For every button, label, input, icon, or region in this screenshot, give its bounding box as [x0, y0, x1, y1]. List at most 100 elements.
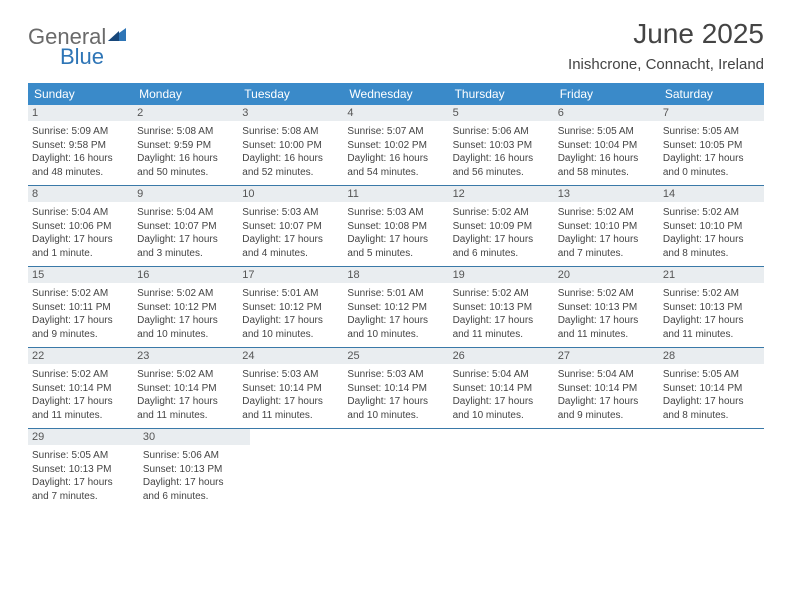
sunrise-text: Sunrise: 5:02 AM — [558, 206, 655, 220]
sunset-text: Sunset: 10:06 PM — [32, 220, 129, 234]
day-number: 21 — [659, 267, 764, 283]
day-cell: 5Sunrise: 5:06 AMSunset: 10:03 PMDayligh… — [449, 105, 554, 185]
sunset-text: Sunset: 10:04 PM — [558, 139, 655, 153]
sunset-text: Sunset: 10:13 PM — [453, 301, 550, 315]
daylight-text: and 10 minutes. — [453, 409, 550, 423]
day-number: 2 — [133, 105, 238, 121]
daylight-text: and 11 minutes. — [558, 328, 655, 342]
daylight-text: and 10 minutes. — [347, 409, 444, 423]
sunrise-text: Sunrise: 5:05 AM — [558, 125, 655, 139]
weekday-header-cell: Sunday — [28, 83, 133, 105]
day-number: 8 — [28, 186, 133, 202]
sunset-text: Sunset: 10:08 PM — [347, 220, 444, 234]
sunrise-text: Sunrise: 5:02 AM — [137, 287, 234, 301]
day-cell: 29Sunrise: 5:05 AMSunset: 10:13 PMDaylig… — [28, 429, 139, 509]
daylight-text: Daylight: 16 hours — [558, 152, 655, 166]
day-cell: 3Sunrise: 5:08 AMSunset: 10:00 PMDayligh… — [238, 105, 343, 185]
day-cell: 9Sunrise: 5:04 AMSunset: 10:07 PMDayligh… — [133, 186, 238, 266]
day-cell: 26Sunrise: 5:04 AMSunset: 10:14 PMDaylig… — [449, 348, 554, 428]
daylight-text: Daylight: 17 hours — [137, 395, 234, 409]
week-row: 22Sunrise: 5:02 AMSunset: 10:14 PMDaylig… — [28, 348, 764, 429]
day-number: 29 — [28, 429, 139, 445]
day-number: 4 — [343, 105, 448, 121]
day-cell: 16Sunrise: 5:02 AMSunset: 10:12 PMDaylig… — [133, 267, 238, 347]
day-number: 1 — [28, 105, 133, 121]
day-number: 13 — [554, 186, 659, 202]
empty-day-cell — [661, 429, 764, 509]
sunset-text: Sunset: 10:13 PM — [558, 301, 655, 315]
day-number: 10 — [238, 186, 343, 202]
daylight-text: and 1 minute. — [32, 247, 129, 261]
daylight-text: and 10 minutes. — [347, 328, 444, 342]
day-cell: 13Sunrise: 5:02 AMSunset: 10:10 PMDaylig… — [554, 186, 659, 266]
weekday-header-cell: Thursday — [449, 83, 554, 105]
day-number: 28 — [659, 348, 764, 364]
daylight-text: and 3 minutes. — [137, 247, 234, 261]
sunrise-text: Sunrise: 5:02 AM — [453, 206, 550, 220]
empty-day-cell — [558, 429, 661, 509]
daylight-text: and 54 minutes. — [347, 166, 444, 180]
sunset-text: Sunset: 10:10 PM — [663, 220, 760, 234]
empty-day-cell — [250, 429, 353, 509]
daylight-text: and 11 minutes. — [453, 328, 550, 342]
sunset-text: Sunset: 10:14 PM — [558, 382, 655, 396]
daylight-text: Daylight: 17 hours — [558, 395, 655, 409]
sunrise-text: Sunrise: 5:06 AM — [453, 125, 550, 139]
daylight-text: and 11 minutes. — [242, 409, 339, 423]
daylight-text: Daylight: 17 hours — [453, 314, 550, 328]
daylight-text: Daylight: 17 hours — [143, 476, 246, 490]
daylight-text: Daylight: 17 hours — [32, 233, 129, 247]
sunset-text: Sunset: 10:11 PM — [32, 301, 129, 315]
day-cell: 28Sunrise: 5:05 AMSunset: 10:14 PMDaylig… — [659, 348, 764, 428]
day-number: 20 — [554, 267, 659, 283]
day-cell: 22 Sunrise: 5:02 AMSunset: 10:14 PMDaylig… — [28, 348, 133, 428]
daylight-text: and 11 minutes. — [137, 409, 234, 423]
weekday-header-cell: Tuesday — [238, 83, 343, 105]
day-number: 19 — [449, 267, 554, 283]
sunset-text: Sunset: 10:03 PM — [453, 139, 550, 153]
daylight-text: and 4 minutes. — [242, 247, 339, 261]
day-number: 27 — [554, 348, 659, 364]
daylight-text: and 52 minutes. — [242, 166, 339, 180]
day-cell: 17Sunrise: 5:01 AMSunset: 10:12 PMDaylig… — [238, 267, 343, 347]
sunrise-text: Sunrise: 5:05 AM — [663, 368, 760, 382]
sunrise-text: Sunrise: 5:02 AM — [32, 287, 129, 301]
sunrise-text: Sunrise: 5:09 AM — [32, 125, 129, 139]
sunrise-text: Sunrise: 5:02 AM — [32, 368, 129, 382]
sunset-text: Sunset: 10:14 PM — [347, 382, 444, 396]
day-number: 14 — [659, 186, 764, 202]
empty-day-cell — [353, 429, 456, 509]
sunset-text: Sunset: 10:07 PM — [137, 220, 234, 234]
day-cell: 4Sunrise: 5:07 AMSunset: 10:02 PMDayligh… — [343, 105, 448, 185]
weekday-header-cell: Friday — [554, 83, 659, 105]
daylight-text: Daylight: 17 hours — [347, 314, 444, 328]
calendar-page: GeneralBlue June 2025 Inishcrone, Connac… — [0, 0, 792, 527]
calendar: SundayMondayTuesdayWednesdayThursdayFrid… — [28, 83, 764, 509]
sunset-text: Sunset: 10:05 PM — [663, 139, 760, 153]
day-cell: 15Sunrise: 5:02 AMSunset: 10:11 PMDaylig… — [28, 267, 133, 347]
day-cell: 25Sunrise: 5:03 AMSunset: 10:14 PMDaylig… — [343, 348, 448, 428]
week-row: 29Sunrise: 5:05 AMSunset: 10:13 PMDaylig… — [28, 429, 764, 509]
weekday-header-row: SundayMondayTuesdayWednesdayThursdayFrid… — [28, 83, 764, 105]
sunset-text: Sunset: 10:14 PM — [242, 382, 339, 396]
sunset-text: Sunset: 10:14 PM — [663, 382, 760, 396]
header: GeneralBlue June 2025 Inishcrone, Connac… — [28, 18, 764, 73]
day-cell: 6Sunrise: 5:05 AMSunset: 10:04 PMDayligh… — [554, 105, 659, 185]
sunrise-text: Sunrise: 5:04 AM — [137, 206, 234, 220]
daylight-text: Daylight: 17 hours — [32, 395, 129, 409]
day-number: 22 — [28, 348, 133, 364]
sunset-text: Sunset: 9:58 PM — [32, 139, 129, 153]
day-cell: 24Sunrise: 5:03 AMSunset: 10:14 PMDaylig… — [238, 348, 343, 428]
week-row: 1Sunrise: 5:09 AMSunset: 9:58 PMDaylight… — [28, 105, 764, 186]
sunrise-text: Sunrise: 5:03 AM — [347, 206, 444, 220]
day-number: 15 — [28, 267, 133, 283]
weeks-container: 1Sunrise: 5:09 AMSunset: 9:58 PMDaylight… — [28, 105, 764, 509]
title-block: June 2025 Inishcrone, Connacht, Ireland — [568, 18, 764, 73]
sunset-text: Sunset: 10:14 PM — [32, 382, 129, 396]
daylight-text: Daylight: 17 hours — [453, 395, 550, 409]
sunrise-text: Sunrise: 5:06 AM — [143, 449, 246, 463]
location-text: Inishcrone, Connacht, Ireland — [568, 56, 764, 73]
daylight-text: Daylight: 16 hours — [32, 152, 129, 166]
daylight-text: Daylight: 16 hours — [453, 152, 550, 166]
sunrise-text: Sunrise: 5:02 AM — [663, 287, 760, 301]
